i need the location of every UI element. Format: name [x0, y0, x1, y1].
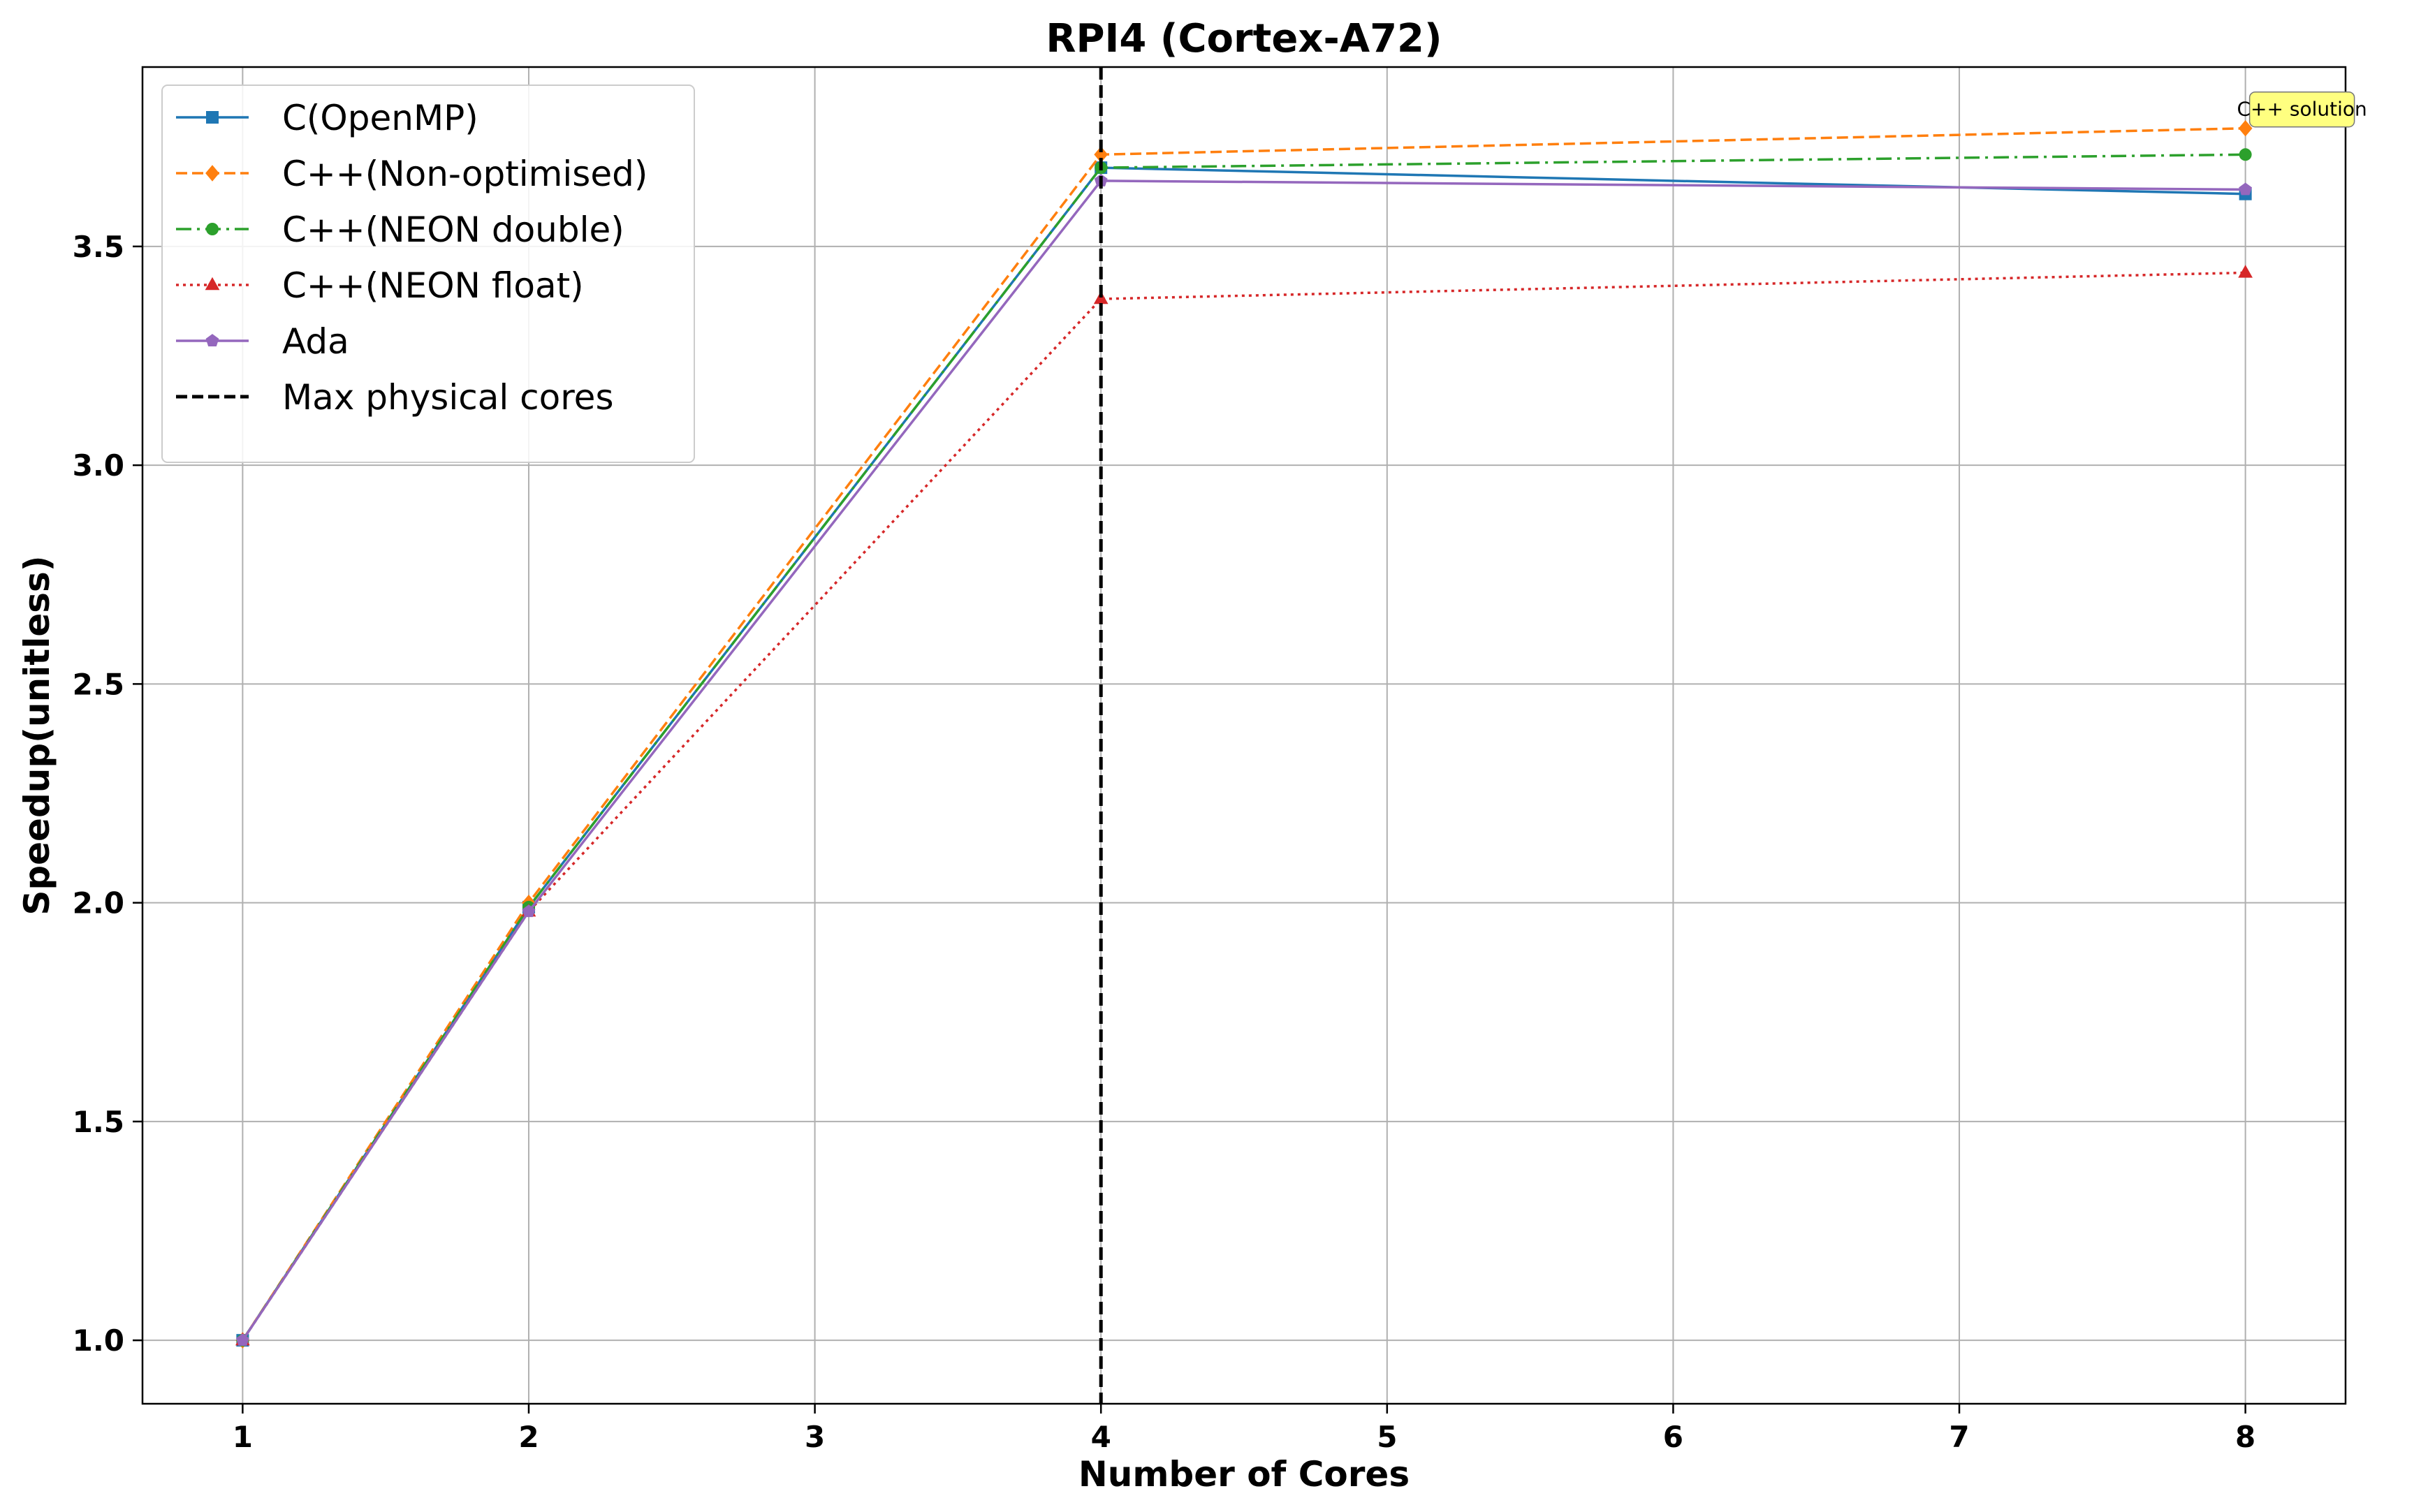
data-point	[2239, 148, 2252, 161]
legend: C(OpenMP) C++(Non-optimised) C++(NEON doub…	[161, 85, 695, 463]
series-line	[241, 179, 2246, 1342]
data-point	[206, 111, 219, 124]
data-point	[205, 277, 220, 291]
x-axis-label: Number of Cores	[1078, 1454, 1410, 1495]
series-line	[241, 153, 2246, 1342]
legend-label: Ada	[282, 321, 349, 362]
data-point	[205, 334, 219, 347]
x-tick-label: 7	[1949, 1420, 1969, 1454]
legend-box	[161, 85, 695, 463]
data-point	[235, 1333, 249, 1346]
x-tick-label: 5	[1377, 1420, 1397, 1454]
y-tick-label: 2.5	[73, 667, 124, 701]
legend-label: C(OpenMP)	[282, 98, 478, 138]
plot-frame	[141, 66, 2347, 1405]
series-group	[235, 173, 2253, 1346]
data-point	[2238, 265, 2253, 278]
y-tick-label: 2.0	[73, 886, 124, 920]
annotation-layer: C++ solution	[2237, 91, 2367, 128]
data-point	[2238, 120, 2253, 137]
data-point	[1093, 291, 1109, 304]
legend-label: C++(NEON double)	[282, 210, 624, 250]
legend-label: C++(Non-optimised)	[282, 154, 648, 194]
chart-title: RPI4 (Cortex-A72)	[1046, 16, 1442, 61]
annotation-box	[2248, 91, 2355, 128]
series-line	[241, 126, 2246, 1342]
data-point	[206, 223, 219, 235]
x-tick-label: 1	[233, 1420, 253, 1454]
y-tick-label: 3.5	[73, 230, 124, 264]
x-tick-label: 4	[1091, 1420, 1111, 1454]
x-tick-label: 8	[2235, 1420, 2255, 1454]
data-point	[522, 904, 536, 918]
x-tick-label: 2	[518, 1420, 539, 1454]
data-point	[2239, 182, 2253, 196]
axis-ticks: 1 2 3 4 5 6 7 8 1.0 1.5 2.0 2.5 3.0 3.5	[73, 230, 2256, 1454]
grid-lines	[142, 67, 2346, 1404]
y-tick-label: 1.5	[73, 1105, 124, 1139]
x-tick-label: 6	[1663, 1420, 1683, 1454]
y-tick-label: 3.0	[73, 448, 124, 483]
annotation-label: C++ solution	[2237, 98, 2367, 121]
y-axis-label: Speedup(unitless)	[17, 555, 57, 915]
legend-label: Max physical cores	[282, 377, 614, 418]
legend-label: C++(NEON float)	[282, 265, 584, 306]
y-tick-label: 1.0	[73, 1323, 124, 1358]
data-point	[1094, 146, 1109, 163]
series-layer	[235, 120, 2253, 1349]
x-tick-label: 3	[805, 1420, 825, 1454]
data-point	[205, 165, 219, 182]
